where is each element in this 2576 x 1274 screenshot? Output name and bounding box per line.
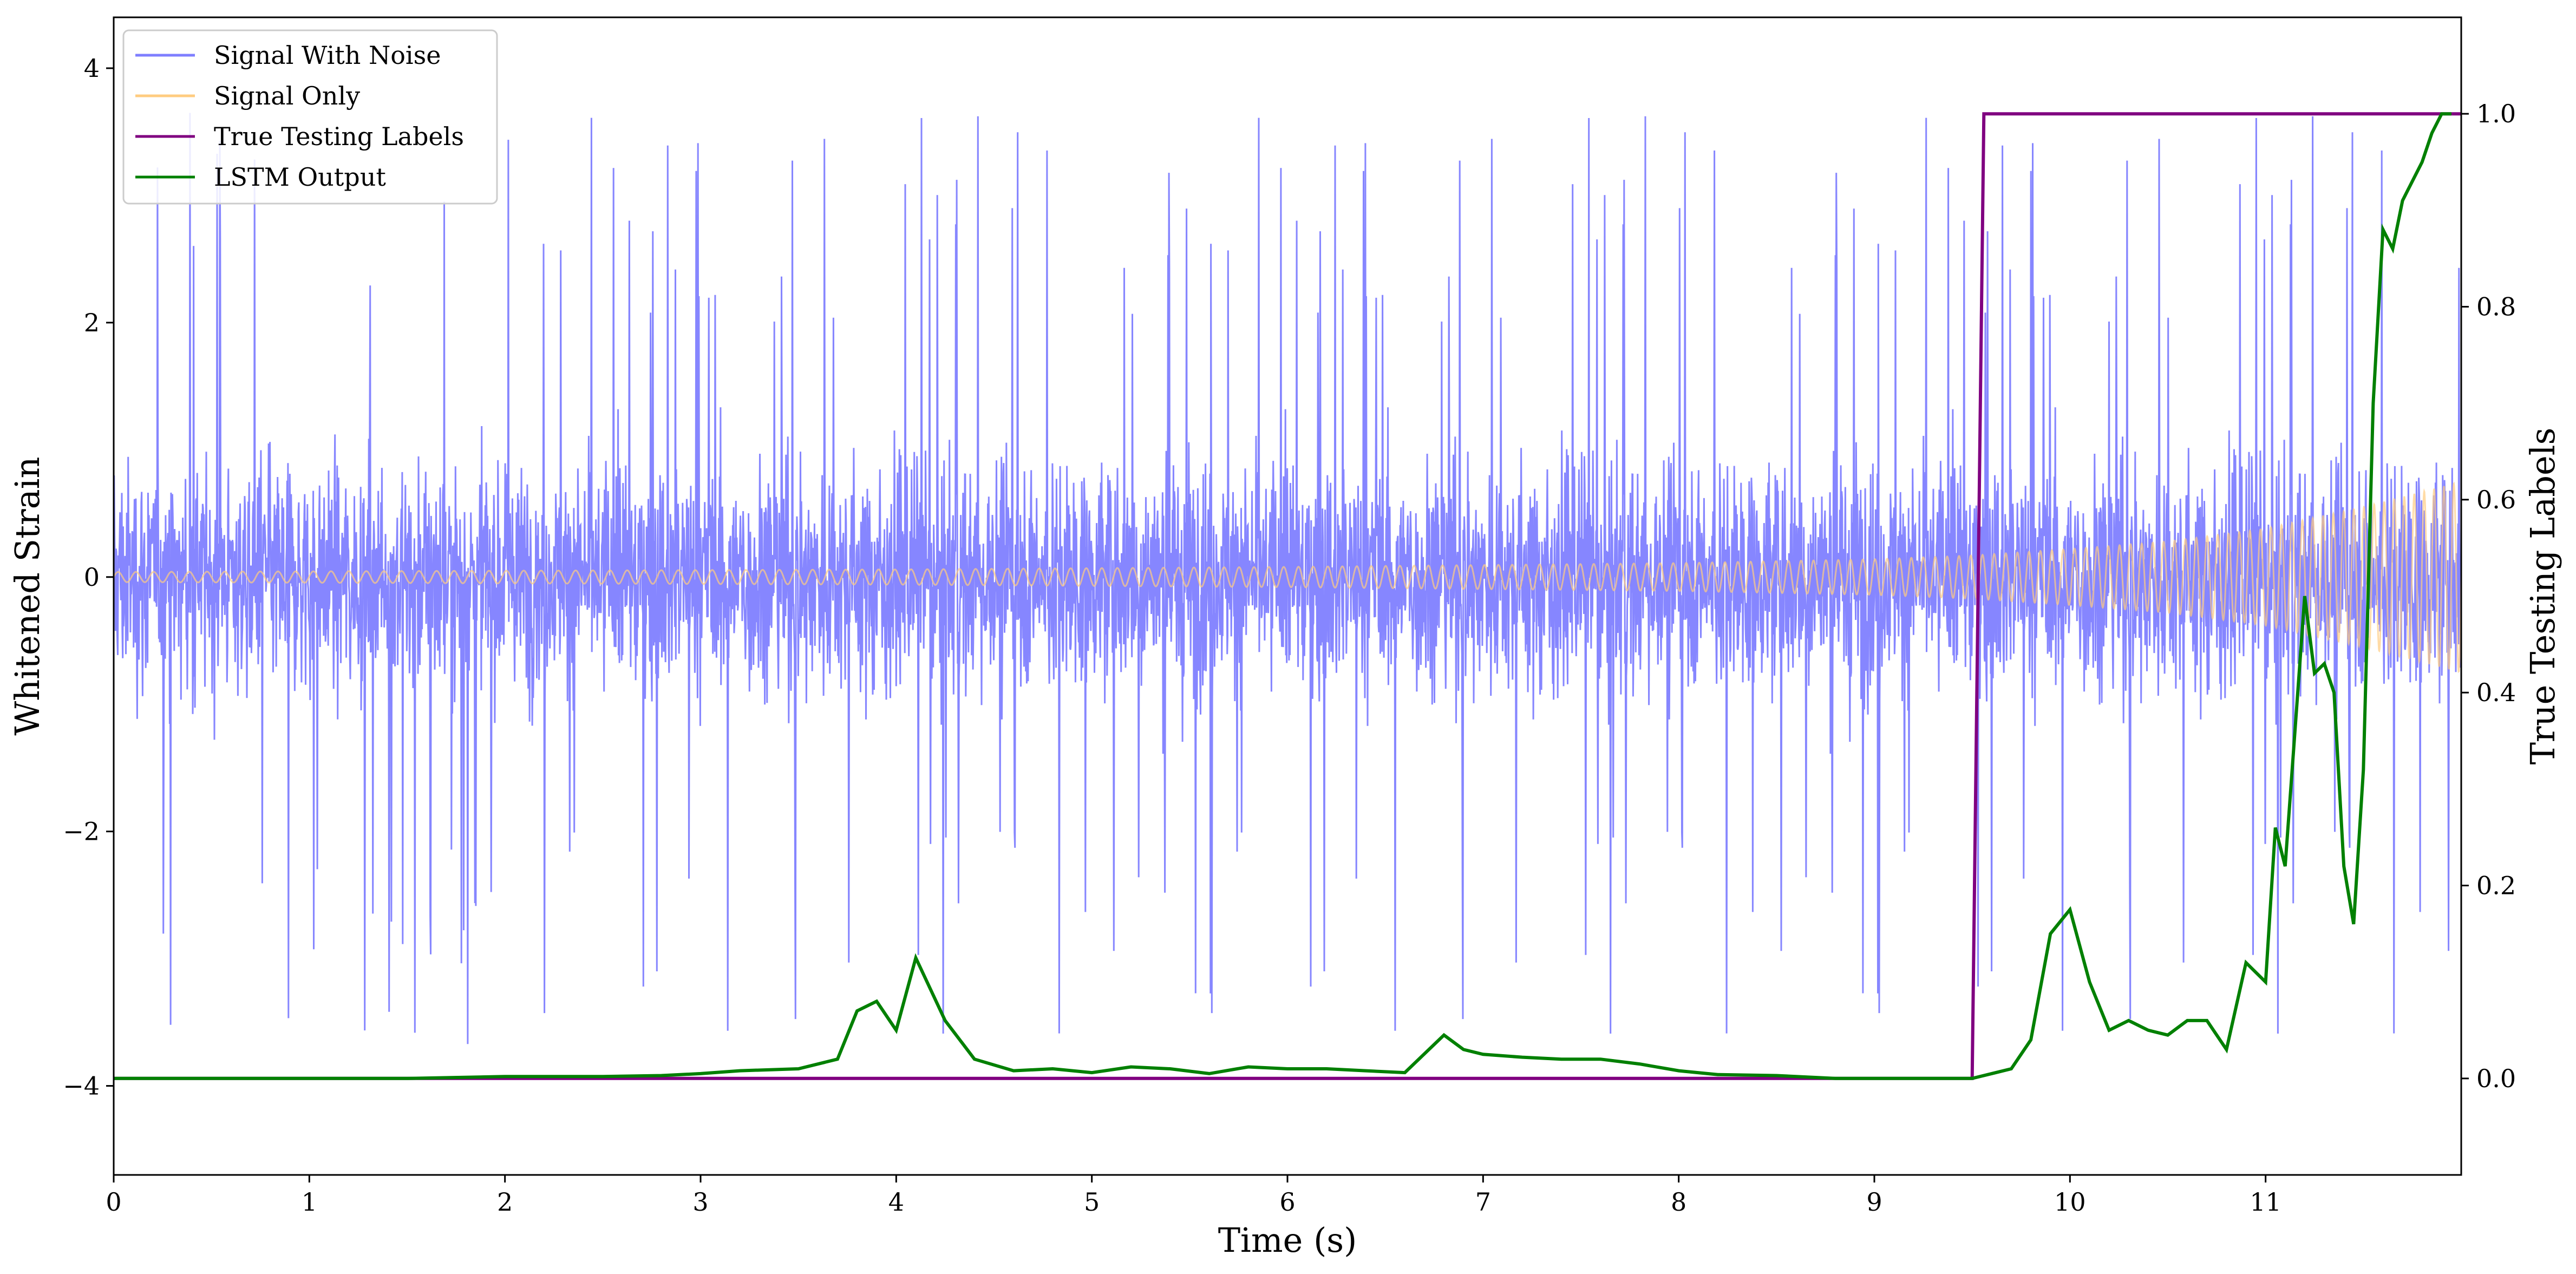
series-signal-only [114,481,2461,674]
series-signal-with-noise [114,113,2461,1044]
legend-label-noise: Signal With Noise [214,41,441,70]
x-axis-title: Time (s) [1218,1220,1357,1260]
series-true-testing-labels [114,112,2461,1080]
legend-label-labels: True Testing Labels [214,122,464,151]
right-y-tick-label: 0.6 [2476,485,2516,514]
x-tick-label: 4 [888,1187,904,1217]
left-axis-title: Whitened Strain [8,457,47,736]
x-tick-label: 7 [1475,1187,1491,1217]
series-lstm-output [114,112,2451,1080]
x-tick-label: 11 [2250,1187,2281,1217]
x-tick-label: 10 [2054,1187,2086,1217]
right-y-tick-label: 0.8 [2476,292,2516,322]
x-tick-label: 6 [1279,1187,1295,1217]
left-y-tick-label: 0 [84,563,100,592]
x-tick-label: 1 [302,1187,317,1217]
left-y-tick-label: 4 [84,54,100,83]
x-tick-label: 9 [1866,1187,1882,1217]
left-y-tick-label: −2 [63,817,100,846]
right-y-tick-label: 0.4 [2476,678,2516,707]
legend-label-lstm: LSTM Output [214,162,386,192]
left-y-tick-label: −4 [63,1072,100,1101]
right-y-tick-label: 0.0 [2476,1064,2516,1093]
x-tick-label: 0 [106,1187,121,1217]
x-tick-label: 2 [497,1187,513,1217]
right-y-tick-label: 0.2 [2476,871,2516,900]
right-y-tick-label: 1.0 [2476,99,2516,128]
legend-box [122,29,498,205]
legend: Signal With Noise Signal Only True Testi… [122,29,498,205]
right-axis-title: True Testing Labels [2523,428,2562,765]
x-tick-label: 8 [1671,1187,1686,1217]
x-tick-label: 3 [692,1187,708,1217]
left-y-tick-label: 2 [84,308,100,337]
legend-label-signal: Signal Only [214,81,360,110]
x-tick-label: 5 [1084,1187,1100,1217]
